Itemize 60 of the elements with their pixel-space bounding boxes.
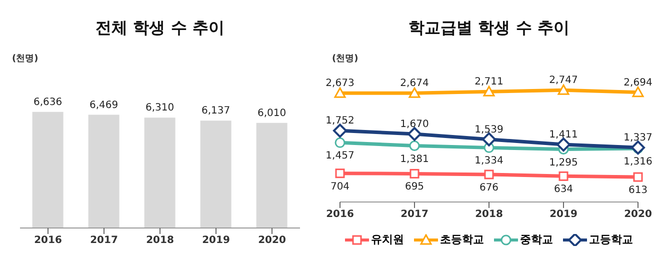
- data-label: 1,316: [624, 156, 652, 168]
- point: [632, 86, 644, 98]
- data-label: 1,334: [474, 156, 504, 167]
- data-label: 2,674: [400, 78, 429, 90]
- point: [633, 172, 643, 182]
- data-label: 6,137: [202, 106, 230, 117]
- x-tick-label: 2020: [258, 235, 286, 246]
- x-tick-label: 2017: [400, 209, 428, 220]
- data-label: 6,469: [90, 100, 118, 111]
- data-label: 1,411: [549, 130, 578, 141]
- data-label: 2,694: [624, 77, 652, 88]
- data-label: 613: [628, 185, 648, 196]
- bar: [32, 112, 64, 228]
- legend-label: 유치원: [371, 232, 404, 247]
- data-label: 2,747: [549, 75, 578, 86]
- point: [410, 168, 420, 178]
- data-label: 1,381: [400, 154, 429, 165]
- legend-label: 중학교: [520, 232, 553, 247]
- data-label: 6,310: [146, 102, 174, 114]
- data-label: 1,337: [624, 132, 652, 144]
- point: [334, 137, 346, 148]
- y-axis-title: (천명): [12, 53, 38, 65]
- data-label: 1,670: [400, 119, 429, 130]
- point: [483, 86, 495, 96]
- data-label: 2,673: [326, 78, 354, 90]
- x-tick-label: 2018: [146, 235, 174, 246]
- point: [484, 170, 494, 180]
- x-tick-label: 2016: [34, 235, 62, 246]
- point: [558, 84, 570, 95]
- data-label: 695: [404, 182, 424, 193]
- point: [558, 171, 568, 181]
- x-tick-label: 2019: [550, 209, 578, 220]
- chart-title: 학교급별 학생 수 추이: [408, 18, 570, 39]
- bar: [200, 120, 232, 228]
- point: [335, 168, 345, 178]
- bar: [256, 122, 288, 228]
- data-label: 704: [330, 181, 350, 192]
- data-label: 634: [554, 184, 574, 196]
- x-tick-label: 2016: [326, 209, 354, 220]
- x-tick-label: 2018: [475, 209, 503, 220]
- bar: [88, 114, 120, 228]
- y-axis-title: (천명): [332, 53, 358, 65]
- data-label: 1,457: [326, 150, 354, 162]
- point: [408, 87, 420, 98]
- x-tick-label: 2017: [90, 235, 118, 246]
- x-tick-label: 2019: [202, 235, 230, 246]
- data-label: 2,711: [474, 76, 504, 88]
- data-label: 6,010: [258, 108, 286, 119]
- point: [409, 140, 420, 152]
- data-label: 1,295: [549, 157, 578, 168]
- data-label: 676: [479, 182, 499, 194]
- data-label: 1,752: [326, 116, 354, 127]
- x-tick-label: 2020: [624, 209, 652, 220]
- data-label: 6,636: [34, 96, 62, 108]
- legend-label: 고등학교: [589, 232, 633, 247]
- bar: [144, 118, 176, 228]
- data-label: 1,539: [474, 124, 504, 136]
- point: [334, 87, 346, 98]
- legend-label: 초등학교: [440, 232, 484, 247]
- chart-title: 전체 학생 수 추이: [94, 18, 226, 39]
